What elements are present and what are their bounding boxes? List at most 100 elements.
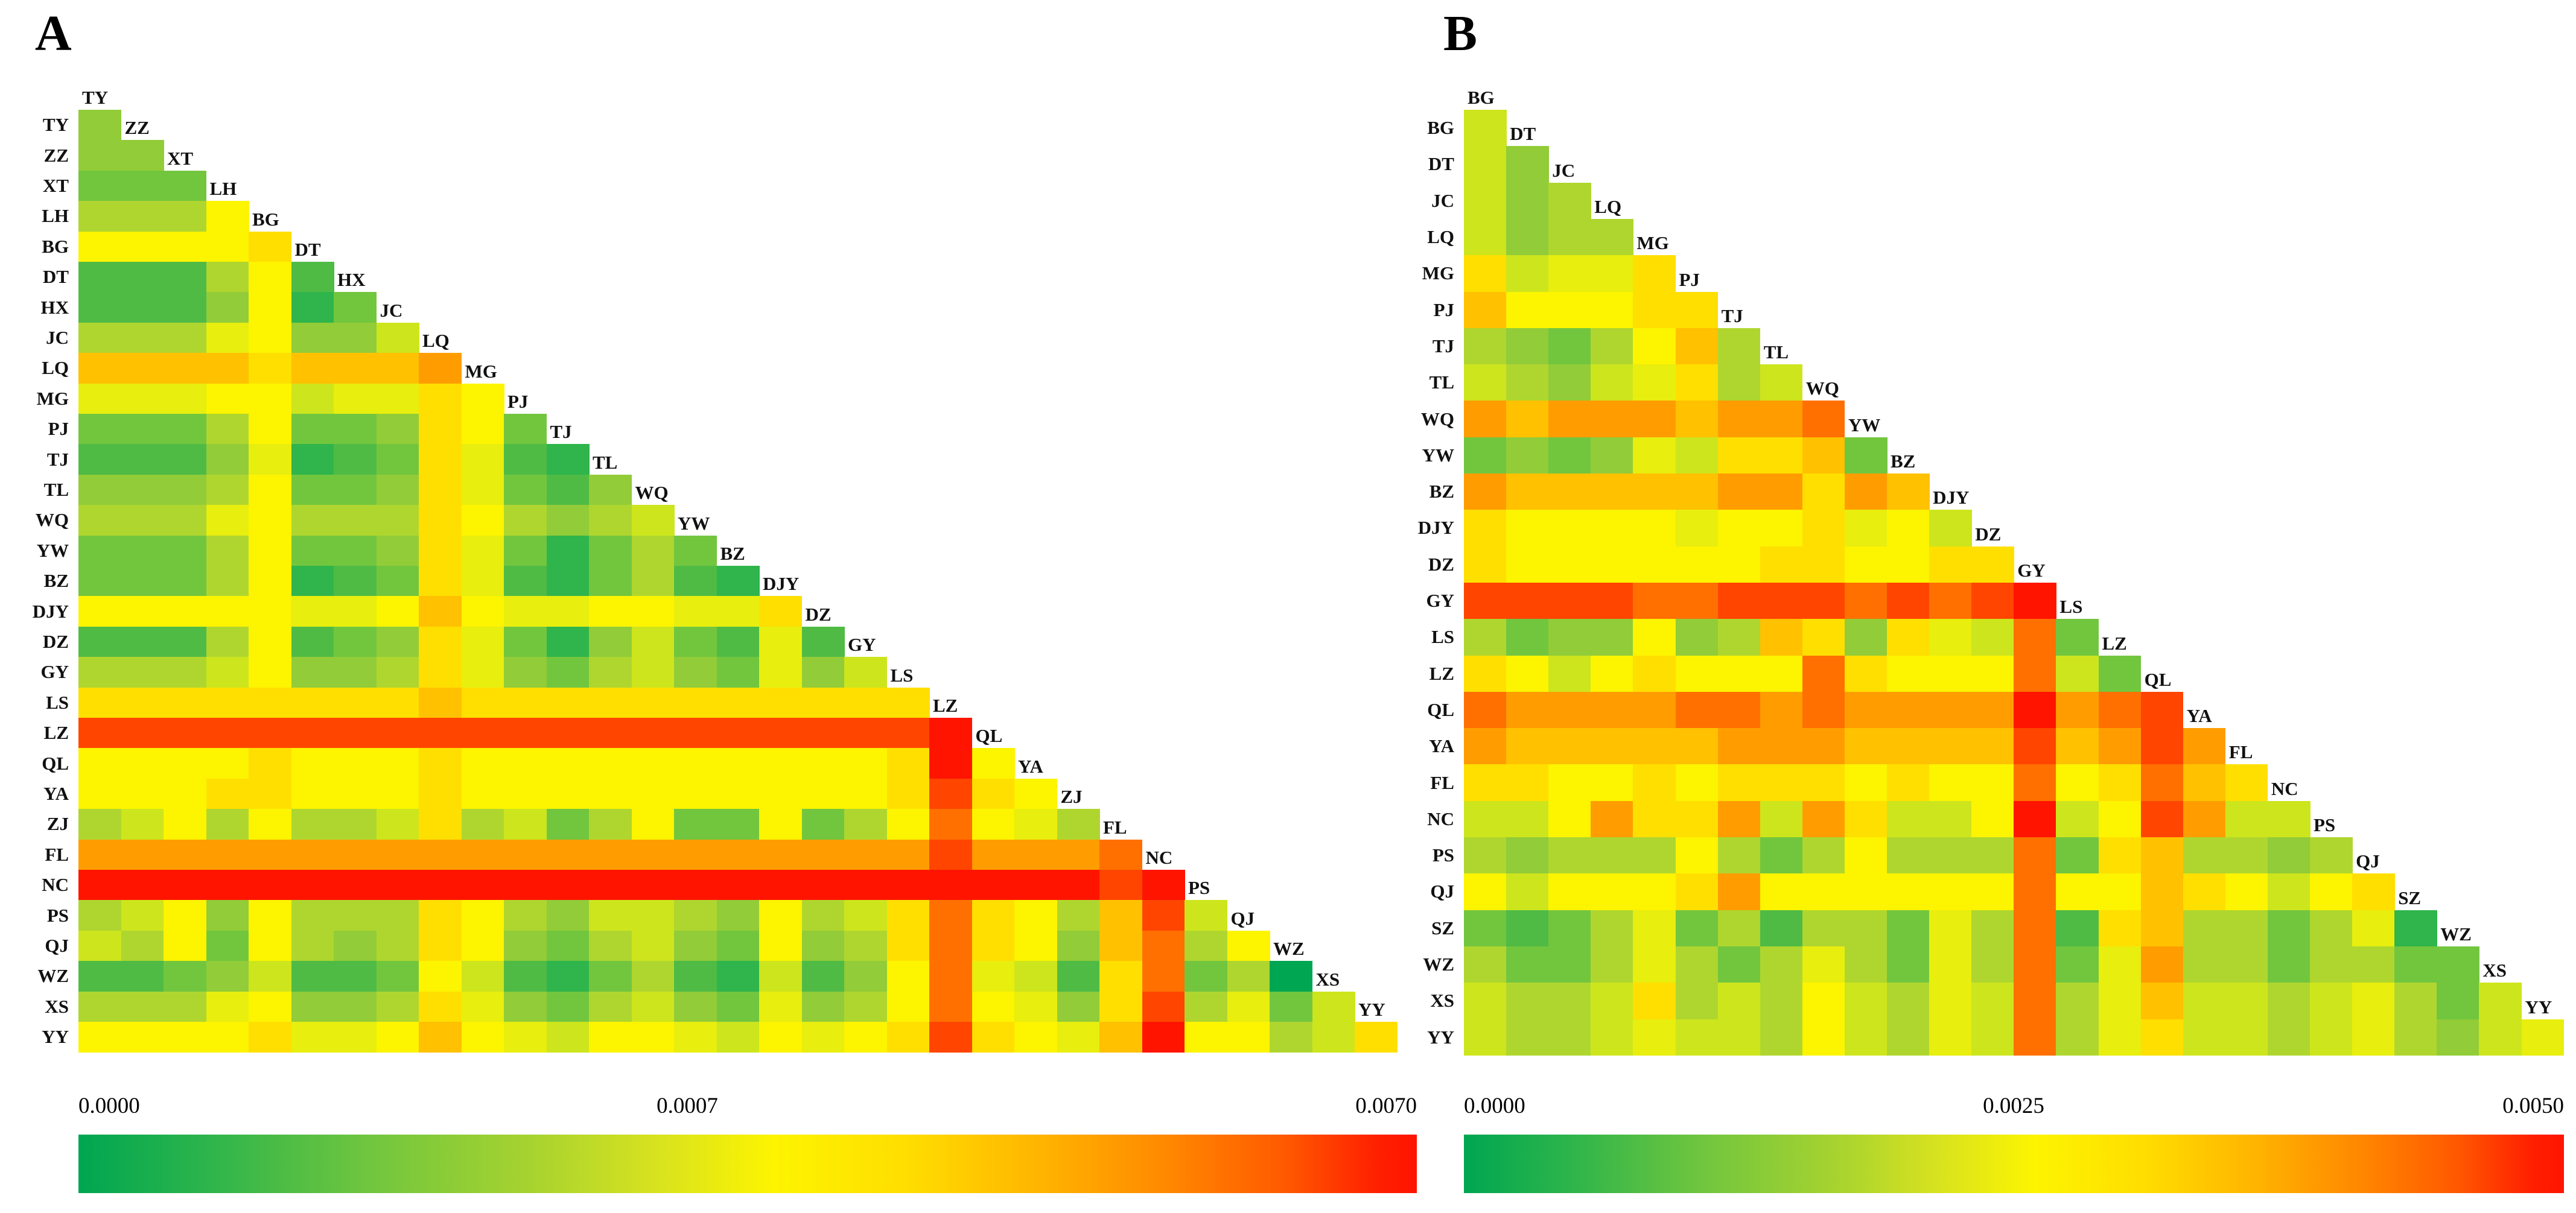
heatmap-cell [121,870,164,901]
heatmap-cell [291,687,334,718]
heatmap-cell [1844,764,1887,802]
heatmap-cell [1633,510,1676,547]
heatmap-cell [1548,582,1591,619]
heatmap-cell [2225,873,2268,911]
heatmap-cell [546,778,590,809]
heatmap-cell [291,566,334,597]
heatmap-cell [1929,764,1972,802]
heatmap-cell [1717,619,1761,656]
row-label: XS [45,995,69,1017]
heatmap-cell [631,687,675,718]
heatmap-cell [291,809,334,840]
heatmap-cell [716,657,760,688]
heatmap-cell [631,900,675,931]
heatmap-cell [1633,546,1676,583]
heatmap-cell [334,444,377,475]
heatmap-cell [546,566,590,597]
heatmap-cell [844,930,888,961]
heatmap-cell [206,930,249,961]
heatmap-cell [1591,873,1633,911]
heatmap-cell [121,170,164,201]
heatmap-cell [78,900,122,931]
heatmap-cell [1548,437,1591,474]
heatmap-cell [1591,291,1633,329]
heatmap-cell [1548,182,1591,220]
diagonal-label: JC [380,299,403,321]
row-label: HX [40,296,69,318]
heatmap-cell [461,414,504,445]
heatmap-cell [546,870,590,901]
heatmap-cell [1464,655,1507,692]
heatmap-cell [2394,946,2437,983]
heatmap-cell [78,444,122,475]
heatmap-cell [1971,619,2014,656]
heatmap-cell [2183,1019,2226,1056]
heatmap-cell [674,839,717,870]
heatmap-cell [546,991,590,1022]
heatmap-cell [801,778,845,809]
heatmap-cell [249,474,292,505]
diagonal-label: WZ [1273,938,1305,960]
heatmap-cell [1506,764,1549,802]
heatmap-cell [886,870,930,901]
heatmap-cell [1464,328,1507,365]
heatmap-cell [929,778,973,809]
heatmap-cell [206,414,249,445]
heatmap-cell [376,353,419,384]
heatmap-cell [1971,946,2014,983]
heatmap-cell [1464,146,1507,183]
heatmap-cell [376,961,419,992]
heatmap-cell [121,778,164,809]
heatmap-cell [2098,728,2142,765]
diagonal-label: XS [1315,968,1340,990]
heatmap-cell [461,474,504,505]
heatmap-cell [206,596,249,627]
heatmap-cell [78,140,122,171]
heatmap-cell [801,748,845,779]
heatmap-cell [1099,839,1143,870]
heatmap-cell [631,748,675,779]
heatmap-cell [249,414,292,445]
heatmap-cell [1675,1019,1719,1056]
heatmap-cell [1633,873,1676,911]
row-label: LQ [42,357,69,379]
heatmap-cell [121,262,164,293]
heatmap-cell [376,566,419,597]
heatmap-cell [929,748,973,779]
heatmap-cell [78,778,122,809]
heatmap-cell [461,718,504,749]
heatmap-cell [2267,983,2310,1020]
heatmap-cell [249,961,292,992]
heatmap-cell [1464,291,1507,329]
heatmap-cell [1887,837,1930,874]
heatmap-cell [1760,437,1803,474]
row-label: TJ [46,448,69,470]
heatmap-cell [1057,1022,1100,1053]
heatmap-cell [1099,961,1143,992]
colorbar-b [1464,1135,2564,1193]
heatmap-cell [1675,437,1719,474]
heatmap-cell [1760,1019,1803,1056]
heatmap-cell [291,718,334,749]
heatmap-cell [716,687,760,718]
heatmap-cell [2183,873,2226,911]
heatmap-cell [334,870,377,901]
heatmap-cell [206,1022,249,1053]
heatmap-cell [291,839,334,870]
heatmap-cell [1548,691,1591,729]
heatmap-cell [504,930,547,961]
diagonal-label: BZ [1891,451,1916,472]
heatmap-cell [929,870,973,901]
diagonal-label: BG [252,208,279,230]
heatmap-cell [376,657,419,688]
heatmap-cell [164,839,207,870]
heatmap-cell [631,961,675,992]
row-label: XS [1430,990,1454,1012]
heatmap-cell [2056,691,2099,729]
heatmap-cell [2014,655,2056,692]
heatmap-cell [2183,800,2226,838]
heatmap-cell [1887,1019,1930,1056]
heatmap-cell [461,930,504,961]
heatmap-cell [1633,364,1676,401]
diagonal-label: LZ [933,695,958,716]
